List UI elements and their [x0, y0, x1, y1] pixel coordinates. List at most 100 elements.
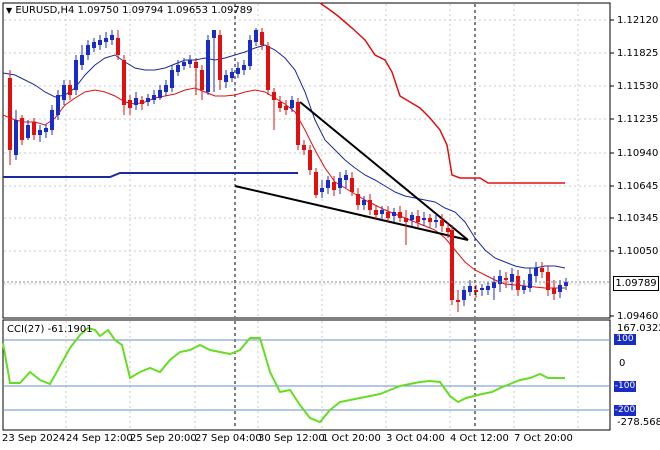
bear-candle	[428, 218, 432, 222]
bear-candle	[140, 100, 144, 104]
bear-candle	[552, 288, 556, 294]
price-tick-8: 1.10050	[617, 246, 659, 257]
bear-candle	[450, 230, 454, 300]
bull-candle	[224, 75, 228, 82]
time-label-3: 25 Sep 20:00	[130, 433, 197, 444]
bear-candle	[278, 102, 282, 108]
price-tick-6: 1.10645	[617, 181, 659, 192]
bull-candle	[326, 180, 330, 188]
horizontal-grid	[4, 19, 609, 285]
bull-candle	[320, 188, 324, 192]
bull-candle	[498, 276, 502, 284]
bear-candle	[474, 290, 478, 292]
bull-candle	[528, 274, 532, 288]
bear-candle	[272, 92, 276, 100]
main-chart-area	[2, 2, 611, 319]
slow-moving-average	[2, 44, 566, 269]
bear-candle	[116, 38, 120, 55]
time-label-6: 1 Oct 20:00	[322, 433, 381, 444]
bear-candle	[404, 218, 408, 222]
bear-candle	[314, 172, 318, 195]
bear-candle	[386, 212, 390, 218]
bull-candle	[176, 65, 180, 72]
bull-candle	[248, 40, 252, 66]
bear-candle	[546, 272, 550, 290]
price-tick-3: 1.11530	[617, 81, 659, 92]
cci-tick-0: 0	[619, 358, 626, 369]
bull-candle	[558, 285, 562, 292]
bull-candle	[534, 268, 538, 276]
time-label-9: 7 Oct 20:00	[514, 433, 573, 444]
candlestick-series	[8, 28, 568, 312]
cci-tick-100: 100	[614, 334, 636, 345]
cci-tick-minus200: -200	[614, 405, 636, 416]
bull-candle	[74, 60, 78, 90]
bull-candle	[206, 40, 210, 92]
blue-level-line	[3, 172, 298, 178]
bear-candle	[368, 200, 372, 210]
bull-candle	[110, 35, 114, 40]
bear-candle	[20, 118, 24, 140]
bull-candle	[236, 68, 240, 74]
bear-candle	[540, 268, 544, 272]
bear-candle	[398, 212, 402, 218]
bull-candle	[462, 290, 466, 300]
bear-candle	[68, 85, 72, 95]
bear-candle	[200, 70, 204, 90]
chart-header: ▼ EURUSD,H4 1.09750 1.09794 1.09653 1.09…	[6, 5, 252, 17]
time-label-5: 30 Sep 12:00	[258, 433, 325, 444]
bear-candle	[440, 220, 444, 226]
bear-candle	[504, 278, 508, 280]
bear-candle	[8, 78, 12, 150]
bull-candle	[26, 125, 30, 138]
lower-trendline	[234, 185, 469, 241]
cci-tick-minus100: -100	[614, 381, 636, 392]
bull-candle	[344, 175, 348, 180]
bear-candle	[194, 62, 198, 68]
bull-candle	[242, 65, 246, 70]
bull-candle	[164, 85, 168, 92]
bull-candle	[158, 90, 162, 98]
bear-candle	[266, 46, 270, 90]
bull-candle	[290, 100, 294, 108]
price-tick-7: 1.10345	[617, 213, 659, 224]
bull-candle	[434, 220, 438, 222]
bear-candle	[122, 60, 126, 105]
bear-candle	[284, 106, 288, 110]
bear-candle	[416, 216, 420, 222]
time-label-8: 4 Oct 12:00	[450, 433, 509, 444]
bull-candle	[522, 286, 526, 290]
price-tick-5: 1.10940	[617, 148, 659, 159]
bull-candle	[380, 210, 384, 214]
bull-candle	[392, 212, 396, 216]
bear-candle	[446, 228, 450, 232]
bull-candle	[80, 55, 84, 65]
bear-candle	[374, 210, 378, 215]
bull-candle	[254, 30, 258, 42]
price-axis-ticks	[610, 19, 614, 317]
header-arrow-icon[interactable]: ▼	[6, 6, 13, 15]
bull-candle	[152, 95, 156, 100]
bull-candle	[230, 72, 234, 78]
bull-candle	[188, 60, 192, 64]
bear-candle	[218, 35, 222, 80]
price-tick-1: 1.12120	[617, 15, 659, 26]
bull-candle	[38, 130, 42, 135]
bear-candle	[32, 122, 36, 135]
price-tick-9: 1.09460	[617, 311, 659, 322]
bull-candle	[134, 98, 138, 105]
cci-max-label: 167.0322	[617, 323, 660, 334]
bull-candle	[104, 38, 108, 42]
bull-candle	[492, 282, 496, 288]
bull-candle	[92, 42, 96, 48]
bull-candle	[486, 286, 490, 290]
red-channel-line	[319, 2, 565, 184]
bull-candle	[480, 288, 484, 290]
bear-candle	[308, 150, 312, 170]
time-label-2: 24 Sep 12:00	[66, 433, 133, 444]
time-label-4: 27 Sep 04:00	[195, 433, 262, 444]
header-text: EURUSD,H4 1.09750 1.09794 1.09653 1.0978…	[15, 5, 253, 16]
bull-candle	[422, 218, 426, 220]
bull-candle	[510, 274, 514, 282]
